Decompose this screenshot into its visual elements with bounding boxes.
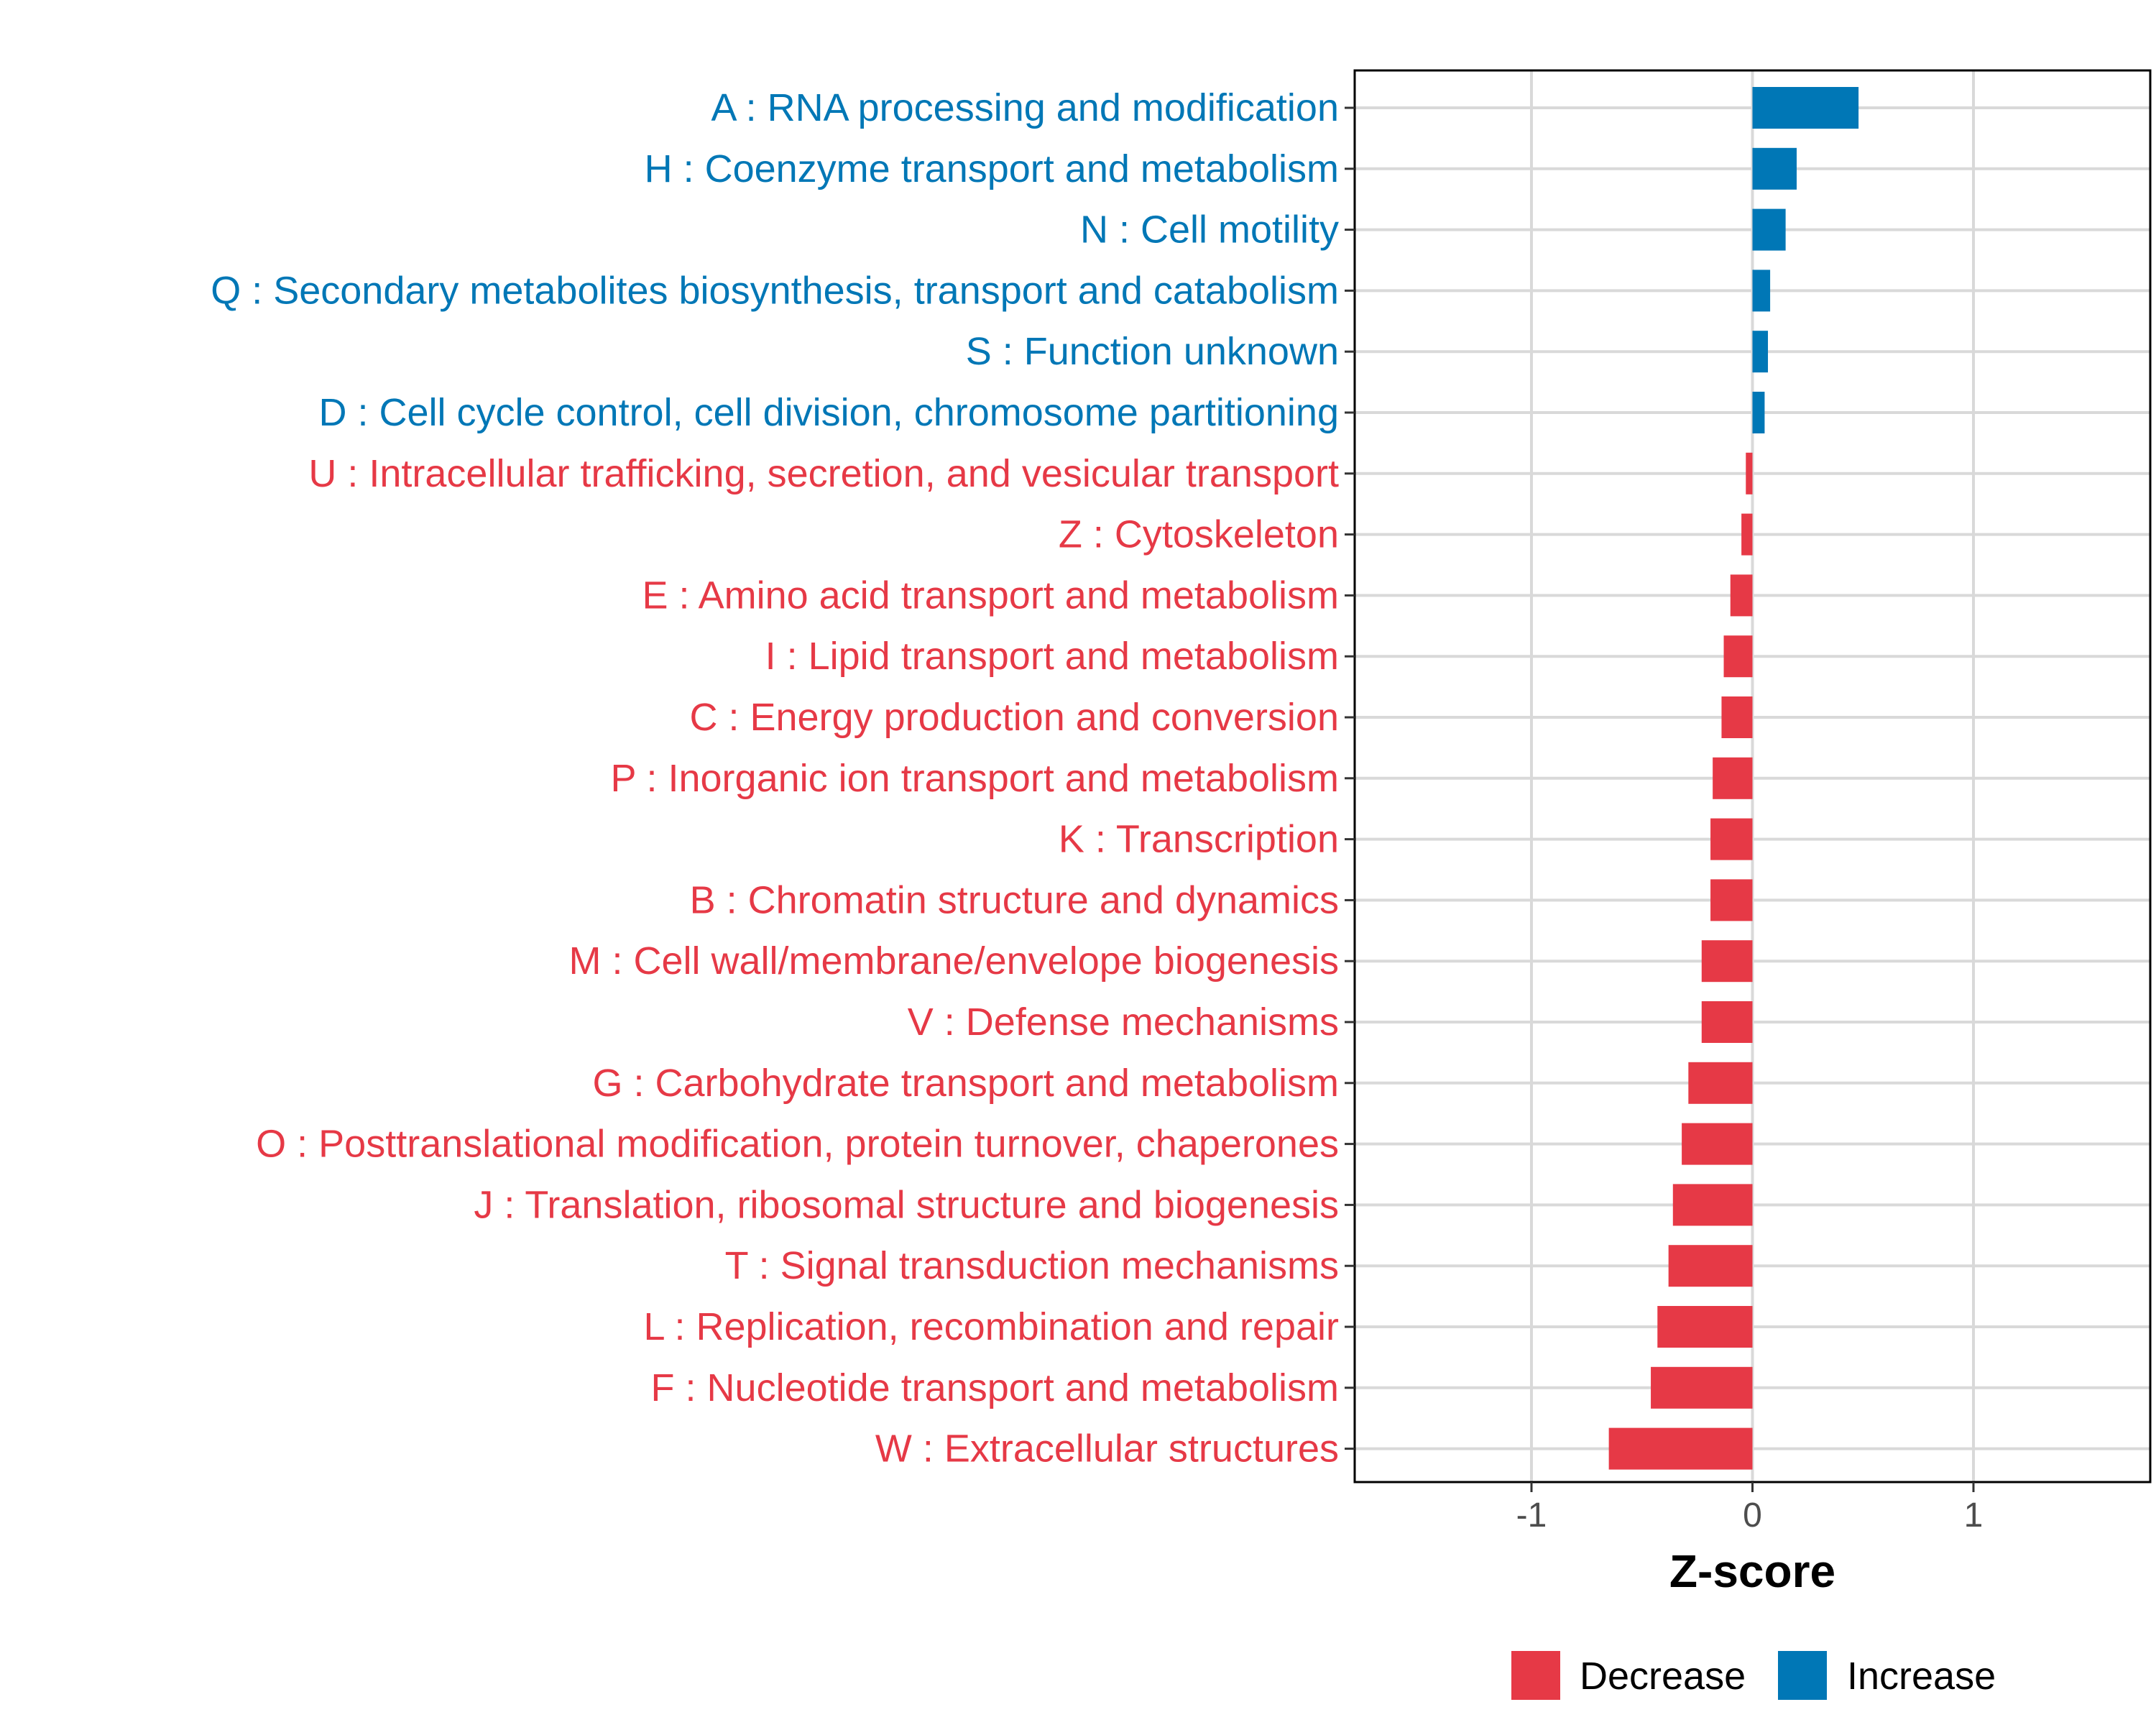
bar-decrease bbox=[1672, 1184, 1753, 1226]
bar-decrease bbox=[1746, 452, 1753, 494]
legend-label-increase: Increase bbox=[1847, 1655, 1996, 1698]
category-label: N : Cell motility bbox=[1080, 208, 1339, 252]
category-label: H : Coenzyme transport and metabolism bbox=[645, 147, 1339, 190]
bar-increase bbox=[1752, 392, 1765, 433]
bar-decrease bbox=[1668, 1245, 1753, 1287]
category-label: F : Nucleotide transport and metabolism bbox=[651, 1366, 1339, 1409]
bar-decrease bbox=[1710, 879, 1753, 921]
category-label: E : Amino acid transport and metabolism bbox=[642, 574, 1339, 617]
category-labels: A : RNA processing and modification H : C… bbox=[211, 86, 1339, 1471]
bar-increase bbox=[1752, 331, 1769, 373]
bar-increase bbox=[1752, 270, 1771, 312]
legend-label-decrease: Decrease bbox=[1580, 1655, 1746, 1698]
x-axis-ticks: -1 0 1 bbox=[1516, 1482, 1984, 1535]
bar-increase bbox=[1752, 87, 1859, 129]
category-label: O : Posttranslational modification, prot… bbox=[256, 1123, 1339, 1166]
x-tick-label: -1 bbox=[1516, 1496, 1547, 1535]
category-label: S : Function unknown bbox=[966, 330, 1339, 373]
bar-decrease bbox=[1688, 1062, 1753, 1104]
bar-increase bbox=[1752, 147, 1797, 190]
category-label: Z : Cytoskeleton bbox=[1059, 513, 1339, 556]
category-label: G : Carbohydrate transport and metabolis… bbox=[593, 1062, 1340, 1105]
bar-decrease bbox=[1721, 696, 1753, 738]
bar-decrease bbox=[1710, 818, 1753, 860]
x-tick-label: 1 bbox=[1964, 1496, 1984, 1535]
bar-increase bbox=[1752, 208, 1786, 251]
bar-decrease bbox=[1701, 1001, 1753, 1043]
category-label: A : RNA processing and modification bbox=[711, 86, 1339, 129]
category-label: P : Inorganic ion transport and metaboli… bbox=[610, 757, 1339, 800]
bar-decrease bbox=[1730, 574, 1753, 617]
category-label: W : Extracellular structures bbox=[875, 1427, 1339, 1471]
bar-decrease bbox=[1701, 940, 1753, 983]
bar-decrease bbox=[1723, 635, 1753, 678]
category-label: K : Transcription bbox=[1059, 818, 1339, 861]
category-label: J : Translation, ribosomal structure and… bbox=[474, 1183, 1339, 1226]
bars bbox=[1608, 87, 1859, 1470]
category-label: U : Intracellular trafficking, secretion… bbox=[308, 452, 1339, 495]
bar-decrease bbox=[1608, 1427, 1753, 1470]
x-axis-title: Z-score bbox=[1669, 1545, 1835, 1597]
y-axis-ticks bbox=[1345, 106, 1355, 1450]
bar-decrease bbox=[1657, 1306, 1753, 1348]
bar-decrease bbox=[1741, 513, 1753, 556]
bar-decrease bbox=[1682, 1123, 1753, 1165]
category-label: M : Cell wall/membrane/envelope biogenes… bbox=[568, 939, 1339, 983]
legend: Decrease Increase bbox=[1511, 1651, 1996, 1700]
bar-decrease bbox=[1713, 757, 1753, 799]
category-label: B : Chromatin structure and dynamics bbox=[690, 878, 1339, 921]
bar-decrease bbox=[1651, 1366, 1753, 1409]
x-tick-label: 0 bbox=[1743, 1496, 1762, 1535]
category-label: T : Signal transduction mechanisms bbox=[725, 1244, 1339, 1287]
category-label: I : Lipid transport and metabolism bbox=[765, 635, 1339, 678]
category-label: D : Cell cycle control, cell division, c… bbox=[318, 391, 1339, 434]
legend-key-decrease bbox=[1511, 1651, 1560, 1700]
category-label: V : Defense mechanisms bbox=[908, 1000, 1339, 1044]
category-label: C : Energy production and conversion bbox=[689, 696, 1339, 739]
category-label: L : Replication, recombination and repai… bbox=[643, 1305, 1339, 1348]
legend-key-increase bbox=[1778, 1651, 1827, 1700]
category-label: Q : Secondary metabolites biosynthesis, … bbox=[211, 269, 1339, 312]
